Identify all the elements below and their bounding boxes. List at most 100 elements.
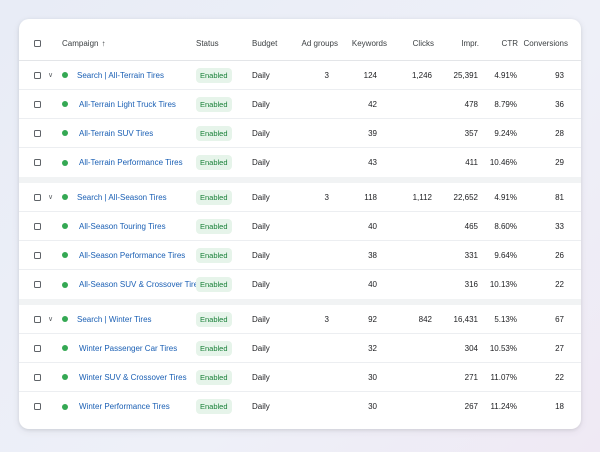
status-cell: Enabled — [196, 305, 232, 333]
status-badge: Enabled — [196, 67, 232, 83]
chevron-down-icon[interactable]: ∨ — [48, 72, 54, 79]
status-dot — [62, 90, 68, 118]
ad-groups-cell — [299, 241, 329, 269]
status-cell: Enabled — [196, 334, 232, 362]
column-header-budget[interactable]: Budget — [252, 39, 278, 48]
chevron-down-icon[interactable]: ∨ — [48, 316, 54, 323]
ctr-cell: 9.64% — [494, 250, 517, 260]
keywords-cell: 30 — [368, 372, 377, 382]
impr-cell: 465 — [464, 221, 478, 231]
clicks-cell — [389, 119, 432, 147]
status-badge: Enabled — [196, 399, 232, 414]
keywords-cell: 40 — [368, 280, 377, 289]
ad-groups-cell — [299, 148, 329, 177]
impr-cell: 357 — [464, 128, 478, 138]
row-checkbox[interactable] — [34, 61, 41, 89]
ad-groups-cell: 3 — [324, 192, 329, 202]
ad-group-name-link[interactable]: All-Season SUV & Crossover Tires — [79, 280, 203, 289]
ad-group-name-link[interactable]: All-Terrain Performance Tires — [79, 158, 183, 167]
status-badge: Enabled — [196, 369, 232, 385]
conversions-cell: 67 — [555, 314, 564, 324]
ad-groups-cell — [299, 119, 329, 147]
campaign-name-link[interactable]: Search | All-Terrain Tires — [77, 70, 164, 80]
ad-groups-cell — [299, 90, 329, 118]
column-header-campaign[interactable]: Campaign ↑ — [62, 27, 105, 60]
conversions-cell: 81 — [555, 192, 564, 202]
row-checkbox[interactable] — [34, 148, 41, 177]
clicks-cell: 1,246 — [411, 70, 432, 80]
status-dot — [62, 183, 68, 211]
budget-cell: Daily — [252, 402, 270, 411]
ad-group-name-link[interactable]: Winter SUV & Crossover Tires — [79, 372, 187, 382]
conversions-cell: 36 — [555, 99, 564, 109]
impr-cell: 271 — [464, 372, 478, 382]
impr-cell: 267 — [464, 402, 478, 411]
chevron-down-icon[interactable]: ∨ — [48, 194, 54, 201]
column-header-clicks[interactable]: Clicks — [412, 39, 434, 48]
ad-group-name-link[interactable]: All-Terrain SUV Tires — [79, 128, 154, 138]
ad-group-name-link[interactable]: All-Terrain Light Truck Tires — [79, 99, 176, 109]
ad-group-name-link[interactable]: Winter Performance Tires — [79, 402, 170, 411]
budget-cell: Daily — [252, 221, 270, 231]
conversions-cell: 22 — [555, 280, 564, 289]
conversions-cell: 29 — [555, 158, 564, 167]
status-cell: Enabled — [196, 363, 232, 391]
group-divider — [19, 177, 581, 183]
row-checkbox[interactable] — [34, 241, 41, 269]
ad-group-name-link[interactable]: All-Season Touring Tires — [79, 221, 166, 231]
column-header-status[interactable]: Status — [196, 39, 219, 48]
column-header-conversions[interactable]: Conversions — [523, 39, 568, 48]
budget-cell: Daily — [252, 99, 270, 109]
ad-groups-cell — [299, 392, 329, 421]
column-header-impr[interactable]: Impr. — [461, 39, 479, 48]
status-badge: Enabled — [196, 96, 232, 112]
keywords-cell: 39 — [368, 128, 377, 138]
row-checkbox[interactable] — [34, 392, 41, 421]
row-checkbox[interactable] — [34, 363, 41, 391]
status-dot — [62, 363, 68, 391]
ad-groups-cell — [299, 270, 329, 299]
ad-group-name-link[interactable]: All-Season Performance Tires — [79, 250, 186, 260]
status-dot — [62, 61, 68, 89]
budget-cell: Daily — [252, 314, 270, 324]
clicks-cell — [389, 241, 432, 269]
keywords-cell: 40 — [368, 221, 377, 231]
table-header: Campaign ↑ Status Budget Ad groups Keywo… — [19, 27, 581, 61]
row-checkbox[interactable] — [34, 183, 41, 211]
clicks-cell: 1,112 — [412, 192, 432, 202]
arrow-up-icon[interactable]: ↑ — [101, 39, 106, 48]
ad-groups-cell — [299, 363, 329, 391]
campaign-name-link[interactable]: Search | Winter Tires — [77, 314, 152, 324]
column-header-campaign-label: Campaign — [62, 39, 99, 48]
keywords-cell: 43 — [368, 158, 377, 167]
ctr-cell: 11.07% — [490, 372, 517, 382]
column-header-ad-groups[interactable]: Ad groups — [301, 39, 338, 48]
group-divider — [19, 299, 581, 305]
row-checkbox[interactable] — [34, 90, 41, 118]
ad-groups-cell — [299, 334, 329, 362]
campaign-name-link[interactable]: Search | All-Season Tires — [77, 192, 167, 202]
row-checkbox[interactable] — [34, 119, 41, 147]
status-dot — [62, 212, 68, 240]
status-dot — [62, 241, 68, 269]
keywords-cell: 92 — [368, 314, 377, 324]
budget-cell: Daily — [252, 192, 270, 202]
status-cell: Enabled — [196, 212, 232, 240]
column-header-ctr[interactable]: CTR — [501, 39, 518, 48]
row-checkbox[interactable] — [34, 334, 41, 362]
row-checkbox[interactable] — [34, 212, 41, 240]
budget-cell: Daily — [252, 280, 270, 289]
column-header-keywords[interactable]: Keywords — [351, 39, 387, 48]
status-badge: Enabled — [196, 340, 232, 356]
budget-cell: Daily — [252, 343, 270, 353]
ctr-cell: 9.24% — [494, 128, 517, 138]
conversions-cell: 18 — [555, 402, 564, 411]
ad-group-name-link[interactable]: Winter Passenger Car Tires — [79, 343, 178, 353]
row-checkbox[interactable] — [34, 270, 41, 299]
ctr-cell: 4.91% — [494, 192, 517, 202]
status-badge: Enabled — [196, 155, 232, 170]
row-checkbox[interactable] — [34, 305, 41, 333]
conversions-cell: 28 — [555, 128, 564, 138]
select-all-checkbox[interactable] — [34, 27, 41, 60]
ctr-cell: 8.60% — [494, 221, 517, 231]
